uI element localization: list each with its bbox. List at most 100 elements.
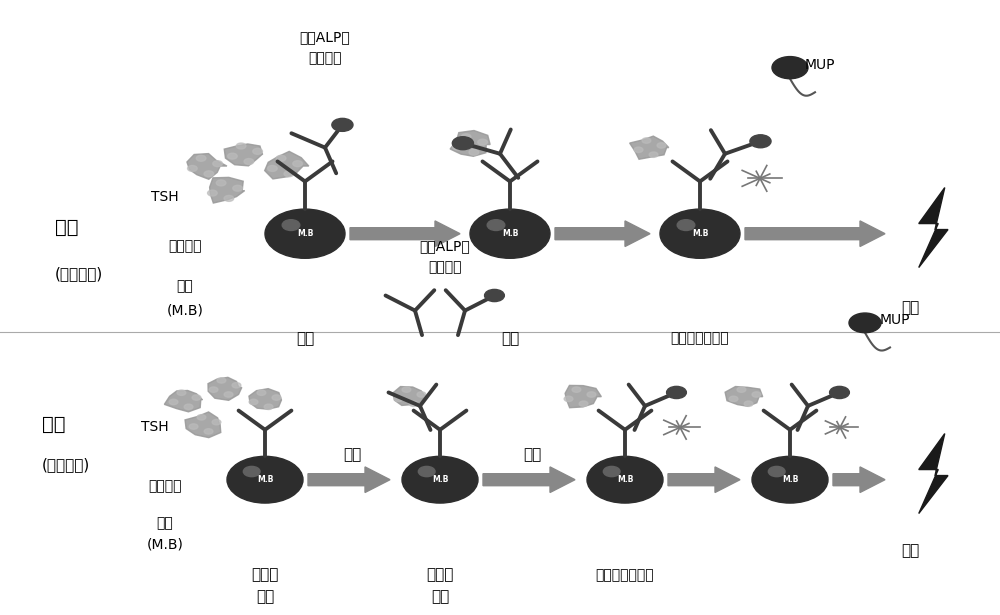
Circle shape	[772, 57, 808, 79]
Circle shape	[587, 392, 596, 397]
Circle shape	[257, 390, 266, 395]
Polygon shape	[919, 188, 948, 268]
Circle shape	[177, 390, 186, 395]
Text: M.B: M.B	[502, 229, 518, 238]
Text: (洗涤两次): (洗涤两次)	[42, 457, 90, 472]
Circle shape	[768, 466, 785, 477]
Polygon shape	[208, 378, 242, 400]
Text: MUP: MUP	[880, 313, 910, 327]
Text: M.B: M.B	[692, 229, 708, 238]
Circle shape	[204, 429, 213, 434]
Text: 培养: 培养	[501, 331, 519, 346]
Text: 培养: 培养	[431, 589, 449, 604]
Circle shape	[677, 220, 695, 231]
Circle shape	[752, 392, 761, 397]
Circle shape	[213, 161, 222, 167]
Text: (洗涤一次): (洗涤一次)	[55, 266, 103, 281]
Circle shape	[660, 209, 740, 258]
FancyArrow shape	[308, 467, 390, 493]
Polygon shape	[249, 389, 282, 409]
Circle shape	[197, 415, 206, 420]
Text: M.B: M.B	[617, 475, 633, 484]
Circle shape	[232, 383, 241, 388]
Circle shape	[282, 220, 300, 231]
Text: 带有ALP的: 带有ALP的	[300, 30, 350, 44]
Circle shape	[572, 387, 581, 392]
Polygon shape	[187, 154, 227, 179]
Circle shape	[224, 392, 233, 397]
Circle shape	[402, 387, 411, 392]
Text: 洗涤: 洗涤	[343, 448, 362, 462]
Circle shape	[729, 396, 738, 402]
Circle shape	[216, 180, 226, 186]
Circle shape	[227, 456, 303, 503]
Circle shape	[212, 419, 221, 425]
Polygon shape	[265, 151, 309, 179]
Circle shape	[276, 156, 286, 161]
Text: 检测抗体: 检测抗体	[428, 261, 462, 274]
Text: 洗涤: 洗涤	[523, 448, 542, 462]
Circle shape	[188, 165, 197, 172]
Circle shape	[487, 220, 505, 231]
Circle shape	[265, 209, 345, 258]
Circle shape	[667, 386, 686, 399]
Circle shape	[485, 290, 504, 301]
Circle shape	[264, 404, 273, 410]
FancyArrow shape	[350, 221, 460, 247]
Text: 扫描: 扫描	[901, 543, 919, 558]
Polygon shape	[210, 177, 245, 203]
Circle shape	[744, 401, 753, 407]
Circle shape	[402, 456, 478, 503]
Circle shape	[453, 144, 462, 150]
Circle shape	[394, 396, 403, 402]
Text: TSH: TSH	[141, 421, 169, 434]
Circle shape	[236, 143, 246, 149]
Text: 培养: 培养	[256, 589, 274, 604]
Circle shape	[233, 185, 242, 191]
Polygon shape	[630, 136, 669, 159]
FancyArrow shape	[745, 221, 885, 247]
Text: TSH: TSH	[151, 190, 179, 204]
Text: M.B: M.B	[782, 475, 798, 484]
Circle shape	[469, 149, 479, 155]
Text: M.B: M.B	[297, 229, 313, 238]
Circle shape	[409, 401, 418, 407]
Circle shape	[418, 466, 435, 477]
Circle shape	[169, 399, 178, 405]
Text: 捕获抗体: 捕获抗体	[168, 239, 202, 253]
Text: 底物与酶的反应: 底物与酶的反应	[596, 568, 654, 582]
Text: (M.B): (M.B)	[167, 304, 203, 317]
FancyArrow shape	[555, 221, 650, 247]
Polygon shape	[565, 386, 601, 408]
Text: M.B: M.B	[432, 475, 448, 484]
Circle shape	[657, 143, 666, 148]
Circle shape	[478, 139, 487, 145]
Circle shape	[253, 148, 262, 154]
Text: 捕获抗体: 捕获抗体	[148, 479, 182, 493]
Polygon shape	[224, 144, 263, 166]
Circle shape	[603, 466, 620, 477]
Circle shape	[284, 171, 294, 177]
Circle shape	[737, 387, 746, 392]
Polygon shape	[393, 387, 426, 405]
Circle shape	[649, 152, 658, 157]
Circle shape	[192, 395, 201, 400]
Text: (M.B): (M.B)	[147, 538, 183, 551]
Circle shape	[332, 118, 353, 132]
Circle shape	[470, 209, 550, 258]
Text: 扫描: 扫描	[901, 300, 919, 315]
Text: 混合: 混合	[296, 331, 314, 346]
Circle shape	[224, 196, 234, 201]
Circle shape	[579, 401, 588, 407]
Circle shape	[209, 387, 218, 392]
Polygon shape	[185, 412, 221, 438]
FancyArrow shape	[668, 467, 740, 493]
Circle shape	[634, 147, 643, 153]
Text: 底物与酶的反应: 底物与酶的反应	[671, 331, 729, 345]
Circle shape	[461, 134, 471, 140]
FancyArrow shape	[833, 467, 885, 493]
Circle shape	[249, 399, 258, 405]
Circle shape	[217, 378, 226, 383]
Circle shape	[587, 456, 663, 503]
Polygon shape	[725, 386, 763, 407]
